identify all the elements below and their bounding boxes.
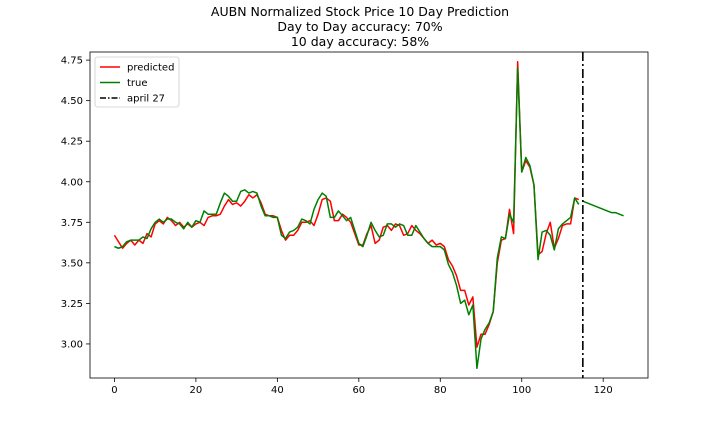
x-tick-label: 20 xyxy=(190,385,203,396)
y-tick-label: 4.25 xyxy=(61,137,83,148)
legend: predicted true april 27 xyxy=(94,56,180,108)
y-tick-label: 3.50 xyxy=(61,258,83,269)
y-tick-label: 4.75 xyxy=(61,56,83,67)
series-line-true xyxy=(114,67,580,370)
series-line-forecast xyxy=(582,200,624,217)
title-line-3: 10 day accuracy: 58% xyxy=(290,34,430,49)
x-tick-label: 100 xyxy=(512,385,531,396)
chart-title: AUBN Normalized Stock Price 10 Day Predi… xyxy=(0,4,720,49)
x-tick-label: 0 xyxy=(111,385,117,396)
y-tick-label: 4.50 xyxy=(61,96,83,107)
legend-label: april 27 xyxy=(127,94,165,105)
plot-frame xyxy=(89,51,649,379)
y-tick-label: 4.00 xyxy=(61,177,83,188)
y-tick-label: 3.00 xyxy=(61,339,83,350)
plot-marks xyxy=(113,52,624,378)
y-tick-label: 3.75 xyxy=(61,218,83,229)
x-tick-label: 80 xyxy=(434,385,447,396)
legend-label: predicted xyxy=(127,63,174,74)
x-tick-label: 120 xyxy=(594,385,613,396)
series-line-predicted xyxy=(113,60,580,348)
legend-box xyxy=(94,56,180,108)
y-tick-label: 3.25 xyxy=(61,299,83,310)
title-line-1: AUBN Normalized Stock Price 10 Day Predi… xyxy=(210,4,510,19)
x-tick-label: 60 xyxy=(352,385,365,396)
title-line-2: Day to Day accuracy: 70% xyxy=(277,19,443,34)
x-tick-label: 40 xyxy=(271,385,284,396)
axes: 0 20 40 60 80 100 120 3.00 3.25 3.50 3.75 4.00 4.25 4… xyxy=(61,56,613,396)
legend-label: true xyxy=(127,78,148,89)
